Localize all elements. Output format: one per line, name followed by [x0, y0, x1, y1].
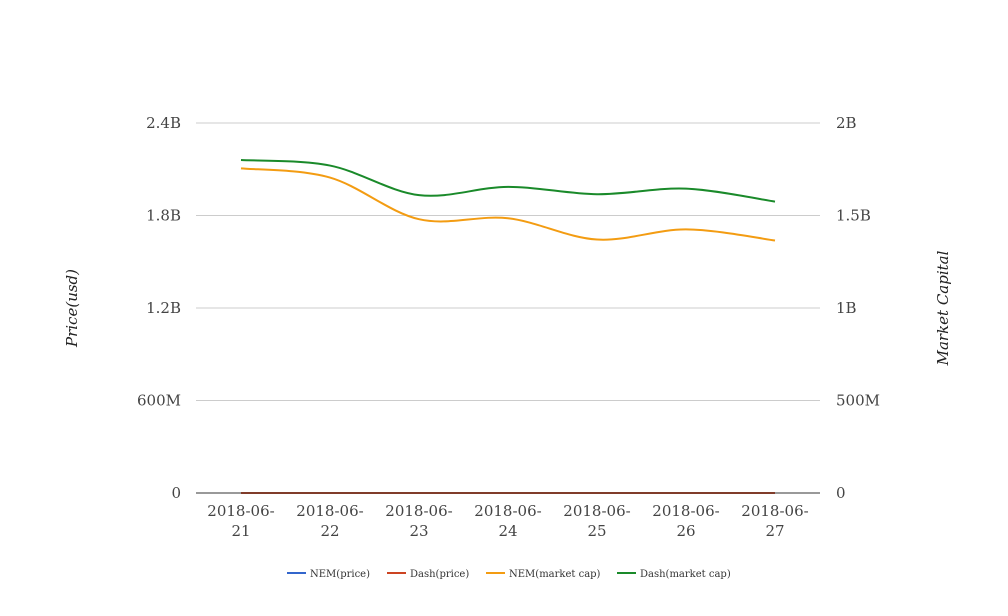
- x-tick-label-line: 2018-06-: [207, 502, 274, 520]
- gridlines: [196, 122, 820, 401]
- x-tick-label: 2018-06- 21: [207, 502, 274, 540]
- x-tick-label-line: 2018-06-: [741, 502, 808, 520]
- x-tick-label: 2018-06- 27: [741, 502, 808, 540]
- legend-label: NEM(market cap): [509, 569, 601, 580]
- x-tick-label-line: 22: [320, 522, 339, 540]
- x-tick-label-line: 2018-06-: [296, 502, 363, 520]
- right-axis-title: Market Capital: [934, 250, 952, 366]
- x-tick-label-line: 25: [587, 522, 606, 540]
- right-tick-label: 0: [836, 484, 846, 502]
- right-tick-label: 500M: [836, 392, 880, 410]
- legend-label: NEM(price): [310, 569, 370, 580]
- left-tick-label: 600M: [137, 392, 181, 410]
- x-axis-ticks: 2018-06- 21 2018-06- 22 2018-06- 23 2018-06- 24…: [207, 502, 808, 540]
- legend-label: Dash(price): [410, 569, 469, 580]
- x-tick-label-line: 2018-06-: [474, 502, 541, 520]
- series-line-2: [240, 167, 776, 242]
- x-tick-label: 2018-06- 25: [563, 502, 630, 540]
- x-tick-label-line: 26: [676, 522, 695, 540]
- series-lines: [240, 159, 776, 495]
- x-tick-label-line: 21: [231, 522, 250, 540]
- x-tick-label: 2018-06- 23: [385, 502, 452, 540]
- x-tick-label-line: 24: [498, 522, 517, 540]
- x-tick-label: 2018-06- 22: [296, 502, 363, 540]
- right-tick-label: 1.5B: [836, 207, 871, 225]
- left-tick-label: 2.4B: [146, 114, 181, 132]
- left-tick-label: 0: [171, 484, 181, 502]
- left-tick-label: 1.8B: [146, 207, 181, 225]
- x-tick-label-line: 2018-06-: [385, 502, 452, 520]
- legend: NEM(price) Dash(price) NEM(market cap) Dash…: [287, 569, 731, 580]
- right-tick-label: 2B: [836, 114, 857, 132]
- x-tick-label: 2018-06- 24: [474, 502, 541, 540]
- legend-label: Dash(market cap): [640, 569, 731, 580]
- x-tick-label-line: 23: [409, 522, 428, 540]
- left-tick-label: 1.2B: [146, 299, 181, 317]
- series-line-3: [240, 159, 776, 203]
- x-tick-label: 2018-06- 26: [652, 502, 719, 540]
- x-tick-label-line: 2018-06-: [652, 502, 719, 520]
- right-axis-ticks: 0 500M 1B 1.5B 2B: [836, 114, 880, 502]
- right-tick-label: 1B: [836, 299, 857, 317]
- x-tick-label-line: 27: [765, 522, 784, 540]
- left-axis-ticks: 0 600M 1.2B 1.8B 2.4B: [137, 114, 181, 502]
- x-tick-label-line: 2018-06-: [563, 502, 630, 520]
- left-axis-title: Price(usd): [63, 269, 81, 348]
